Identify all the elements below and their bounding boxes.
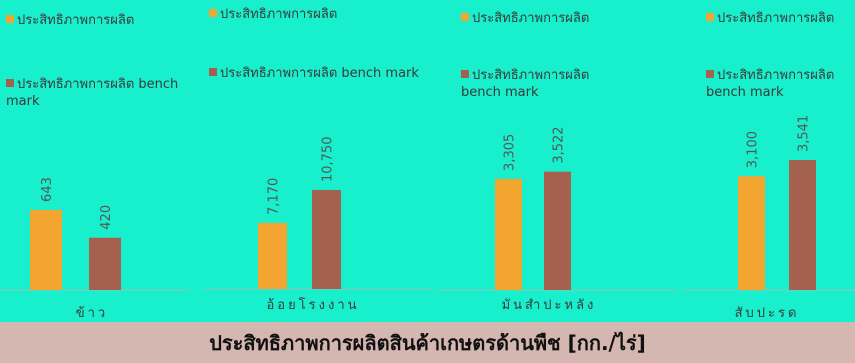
legend-swatch-production [461, 13, 469, 21]
bar-benchmark [89, 237, 121, 290]
legend-swatch-benchmark [6, 79, 14, 87]
legend-swatch-benchmark [209, 68, 217, 76]
bar-benchmark [789, 160, 816, 290]
bar-benchmark [312, 189, 341, 289]
legend-swatch-production [6, 15, 14, 23]
legend-label-benchmark: ประสิทธิภาพการผลิต bench mark [706, 68, 835, 100]
data-label-production: 3,100 [746, 131, 761, 168]
legend-label-benchmark: ประสิทธิภาพการผลิต bench mark [461, 68, 590, 100]
legend-item-production: ประสิทธิภาพการผลิต [209, 6, 429, 23]
category-label: อ้อยโรงงาน [266, 297, 359, 313]
legend-item-production: ประสิทธิภาพการผลิต [706, 10, 855, 27]
category-label: สับปะรด [735, 306, 800, 321]
legend-label-benchmark: ประสิทธิภาพการผลิต bench mark [220, 66, 419, 81]
footer-title: ประสิทธิภาพการผลิตสินค้าเกษตรด้านพืช [กก… [209, 330, 646, 355]
legend-label-benchmark: ประสิทธิภาพการผลิต bench mark [6, 77, 179, 109]
legend-item-production: ประสิทธิภาพการผลิต [461, 10, 661, 27]
chart-panel-cassava: ประสิทธิภาพการผลิต ประสิทธิภาพการผลิต be… [435, 0, 680, 322]
legend-item-benchmark: ประสิทธิภาพการผลิต bench mark [6, 76, 186, 110]
bar-production [30, 209, 62, 290]
legend-label-production: ประสิทธิภาพการผลิต [717, 11, 835, 26]
legend-label-production: ประสิทธิภาพการผลิต [17, 13, 135, 28]
legend-swatch-benchmark [461, 70, 469, 78]
bar-benchmark [544, 171, 571, 290]
data-label-production: 3,305 [503, 134, 518, 171]
legend-label-production: ประสิทธิภาพการผลิต [220, 7, 338, 22]
legend-item-benchmark: ประสิทธิภาพการผลิต bench mark [209, 65, 424, 82]
bar-chart-rice: 643 420 ข้าว [0, 177, 190, 321]
chart-panel-pineapple: ประสิทธิภาพการผลิต ประสิทธิภาพการผลิต be… [680, 0, 855, 322]
legend-item-production: ประสิทธิภาพการผลิต [6, 12, 186, 29]
bar-chart-cassava: 3,305 3,522 มันสำปะหลัง [438, 126, 676, 313]
footer-banner: ประสิทธิภาพการผลิตสินค้าเกษตรด้านพืช [กก… [0, 322, 855, 363]
data-label-benchmark: 3,541 [797, 115, 812, 152]
bar-production [495, 178, 522, 290]
category-label: ข้าว [76, 306, 109, 321]
bar-production [738, 176, 765, 290]
bar-production [258, 222, 287, 289]
category-label: มันสำปะหลัง [502, 298, 597, 313]
legend-item-benchmark: ประสิทธิภาพการผลิต bench mark [706, 67, 855, 101]
legend-swatch-benchmark [706, 70, 714, 78]
chart-panel-rice: ประสิทธิภาพการผลิต ประสิทธิภาพการผลิต be… [0, 0, 195, 322]
bar-chart-pineapple: 3,100 3,541 สับปะรด [682, 115, 855, 321]
data-label-benchmark: 3,522 [552, 126, 567, 163]
data-label-production: 7,170 [267, 178, 282, 215]
bar-chart-sugarcane: 7,170 10,750 อ้อยโรงงาน [203, 136, 431, 313]
legend-swatch-production [706, 13, 714, 21]
legend-item-benchmark: ประสิทธิภาพการผลิต bench mark [461, 67, 621, 101]
legend-label-production: ประสิทธิภาพการผลิต [472, 11, 590, 26]
chart-panel-sugarcane: ประสิทธิภาพการผลิต ประสิทธิภาพการผลิต be… [195, 0, 435, 322]
legend-swatch-production [209, 9, 217, 17]
data-label-production: 643 [40, 177, 55, 202]
data-label-benchmark: 420 [99, 205, 114, 230]
data-label-benchmark: 10,750 [321, 136, 336, 182]
